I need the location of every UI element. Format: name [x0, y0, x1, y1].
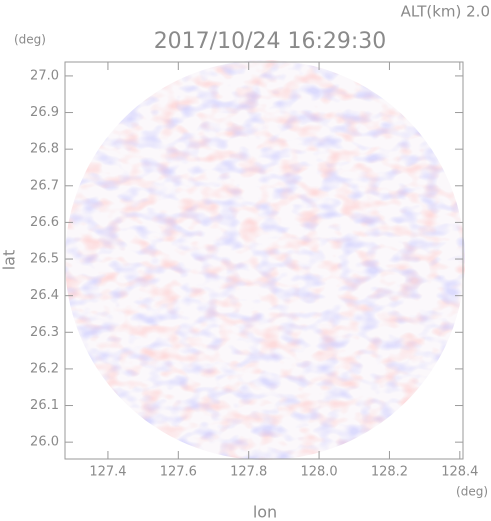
subtitle: ALT(km) 2.0: [401, 3, 490, 21]
x-tick-label: 127.6: [160, 465, 197, 480]
plot-frame: [64, 61, 464, 460]
x-tick-label: 128.0: [300, 465, 337, 480]
y-unit: (deg): [14, 33, 46, 47]
x-tick-label: 128.4: [441, 465, 478, 480]
y-tick-label: 26.9: [30, 105, 59, 120]
y-tick-label: 27.0: [30, 68, 59, 83]
radar-disk: [65, 60, 465, 460]
y-tick-label: 26.3: [30, 325, 59, 340]
x-tick-label: 128.2: [371, 465, 408, 480]
y-tick-label: 26.5: [30, 252, 59, 267]
x-tick-label: 127.8: [230, 465, 267, 480]
x-axis-label: lon: [253, 503, 277, 521]
x-unit: (deg): [456, 485, 488, 499]
chart-title: 2017/10/24 16:29:30: [154, 29, 387, 54]
x-tick-label: 127.4: [89, 465, 126, 480]
y-axis-label: lat: [0, 250, 19, 271]
y-tick-label: 26.6: [30, 215, 59, 230]
y-tick-label: 26.8: [30, 142, 59, 157]
y-tick-label: 26.4: [30, 288, 59, 303]
y-tick-label: 26.7: [30, 178, 59, 193]
y-tick-label: 26.2: [30, 361, 59, 376]
y-tick-label: 26.1: [30, 398, 59, 413]
y-tick-label: 26.0: [30, 435, 59, 450]
